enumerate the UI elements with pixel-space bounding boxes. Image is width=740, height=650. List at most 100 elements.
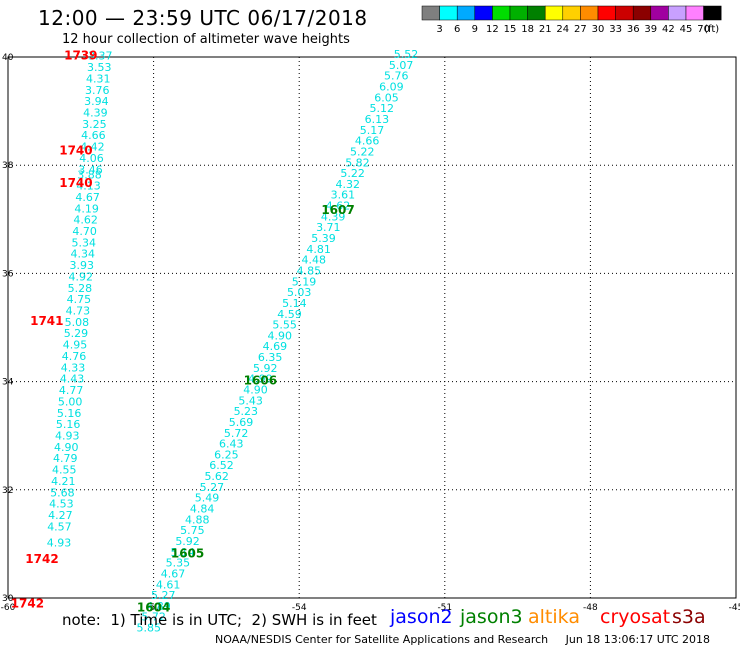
wave-height-point: 4.32 <box>335 178 360 191</box>
wave-height-point: 4.84 <box>190 503 215 516</box>
wave-height-point: 4.67 <box>75 191 100 204</box>
wave-height-point: 4.93 <box>55 429 80 442</box>
wave-height-point: 4.39 <box>321 210 346 223</box>
colorbar-tick-label: 9 <box>472 24 478 35</box>
wave-height-point: 4.95 <box>63 339 88 352</box>
wave-height-point: 4.92 <box>69 270 94 283</box>
colorbar-swatch <box>421 5 440 21</box>
wave-height-point: 3.61 <box>331 189 356 202</box>
wave-height-point: 4.55 <box>52 464 77 477</box>
wave-height-point: 6.09 <box>379 81 404 94</box>
wave-height-point: 4.39 <box>83 107 108 120</box>
x-tick-label: -48 <box>583 603 598 613</box>
wave-height-point: 4.81 <box>306 243 331 256</box>
wave-height-point: 4.93 <box>47 537 72 550</box>
pass-time-label: 1742 <box>11 597 44 611</box>
satellite-legend-jason3: jason3 <box>460 606 523 628</box>
wave-height-point: 6.52 <box>209 459 234 472</box>
colorbar-swatch <box>650 5 669 21</box>
wave-height-point: 4.62 <box>73 214 98 227</box>
wave-height-point: 5.27 <box>200 481 225 494</box>
colorbar-swatch <box>439 5 458 21</box>
x-tick-label: -54 <box>292 603 307 613</box>
wave-height-point: 5.43 <box>238 394 263 407</box>
wave-height-point: 3.71 <box>316 221 341 234</box>
wave-height-point: 5.19 <box>292 275 317 288</box>
footer-credit: NOAA/NESDIS Center for Satellite Applica… <box>215 633 710 646</box>
wave-height-point: 5.82 <box>345 156 370 169</box>
wave-height-point: 4.33 <box>61 361 86 374</box>
wave-height-point: 3.46 <box>78 163 103 176</box>
colorbar-swatch <box>562 5 581 21</box>
y-tick-label: 30 <box>2 594 14 604</box>
wave-height-point: 5.72 <box>141 611 166 624</box>
wave-height-point: 3.88 <box>77 169 102 182</box>
wave-height-point: 5.08 <box>65 316 90 329</box>
wave-height-point: 4.70 <box>72 225 97 238</box>
pass-time-label: 1742 <box>25 552 58 566</box>
wave-height-point: 4.21 <box>51 475 76 488</box>
wave-height-point: 5.03 <box>287 286 312 299</box>
colorbar-swatch <box>615 5 634 21</box>
wave-height-point: 4.31 <box>86 72 111 85</box>
wave-height-point: 5.85 <box>136 622 161 635</box>
colorbar-tick-label: 70 <box>697 24 710 35</box>
satellite-legend-altika: altika <box>528 606 580 628</box>
wave-height-point: 5.23 <box>234 405 259 418</box>
wave-height-point: 5.14 <box>282 297 307 310</box>
colorbar-tick-label: 27 <box>574 24 587 35</box>
wave-height-point: 5.22 <box>350 145 375 158</box>
pass-time-label: 1604 <box>137 601 170 615</box>
wave-height-point: 4.06 <box>79 152 104 165</box>
wave-height-point: 4.67 <box>161 567 186 580</box>
wave-height-point: 4.90 <box>243 384 268 397</box>
wave-height-point: 5.62 <box>204 470 229 483</box>
wave-height-point: 5.22 <box>340 167 365 180</box>
wave-height-point: 4.90 <box>268 329 293 342</box>
wave-height-point: 4.88 <box>185 513 210 526</box>
wave-height-point: 4.57 <box>47 520 72 533</box>
wave-height-point: 5.14 <box>170 546 195 559</box>
wave-height-point: 5.07 <box>389 59 414 72</box>
colorbar-tick-label: 21 <box>539 24 552 35</box>
colorbar-swatch <box>527 5 546 21</box>
y-tick-label: 32 <box>2 486 13 496</box>
colorbar-swatch <box>597 5 616 21</box>
wave-height-point: 6.25 <box>214 448 239 461</box>
pass-time-label: 1740 <box>59 143 92 157</box>
wave-height-point: 4.42 <box>80 141 105 154</box>
pass-time-label: 1605 <box>171 546 204 560</box>
wave-height-point: 4.76 <box>62 350 87 363</box>
colorbar-swatch <box>632 5 652 21</box>
wave-height-point: 5.27 <box>151 589 176 602</box>
wave-height-point: 4.73 <box>66 305 91 318</box>
wave-height-point: 5.34 <box>71 236 96 249</box>
colorbar-swatch <box>456 5 476 21</box>
wave-height-point: 4.53 <box>49 498 74 511</box>
wave-height-point: 4.43 <box>60 373 85 386</box>
wave-height-point: 4.69 <box>263 340 288 353</box>
pass-time-label: 1739 <box>64 49 97 63</box>
wave-height-point: 5.39 <box>311 232 336 245</box>
colorbar-tick-label: 30 <box>592 24 605 35</box>
wave-height-point: 4.66 <box>81 129 106 142</box>
wave-height-point: 3.25 <box>82 118 107 131</box>
wave-height-point: 5.55 <box>272 319 297 332</box>
x-tick-label: -60 <box>1 603 16 613</box>
plot-area: -60-57-54-51-48-453032343638403.373.534.… <box>1 48 740 634</box>
colorbar-legend: 3 6 9 12 15 18 21 24 27 30 33 36 39 42 45 70(ft) <box>421 5 722 35</box>
plot-frame <box>7 56 737 599</box>
satellite-legend-cryosat: cryosat <box>600 606 671 628</box>
y-tick-label: 40 <box>2 53 14 63</box>
colorbar-tick-label: 18 <box>521 24 534 35</box>
colorbar-tick-label: 39 <box>644 24 657 35</box>
colorbar-tick-label: 6 <box>454 24 460 35</box>
wave-height-point: 5.17 <box>360 124 385 137</box>
wave-height-point: 6.43 <box>219 438 244 451</box>
wave-height-point: 5.00 <box>58 395 83 408</box>
colorbar-swatch <box>474 5 493 21</box>
wave-height-point: 5.12 <box>369 102 394 115</box>
pass-time-label: 1606 <box>244 373 277 387</box>
wave-height-point: 4.59 <box>277 308 302 321</box>
